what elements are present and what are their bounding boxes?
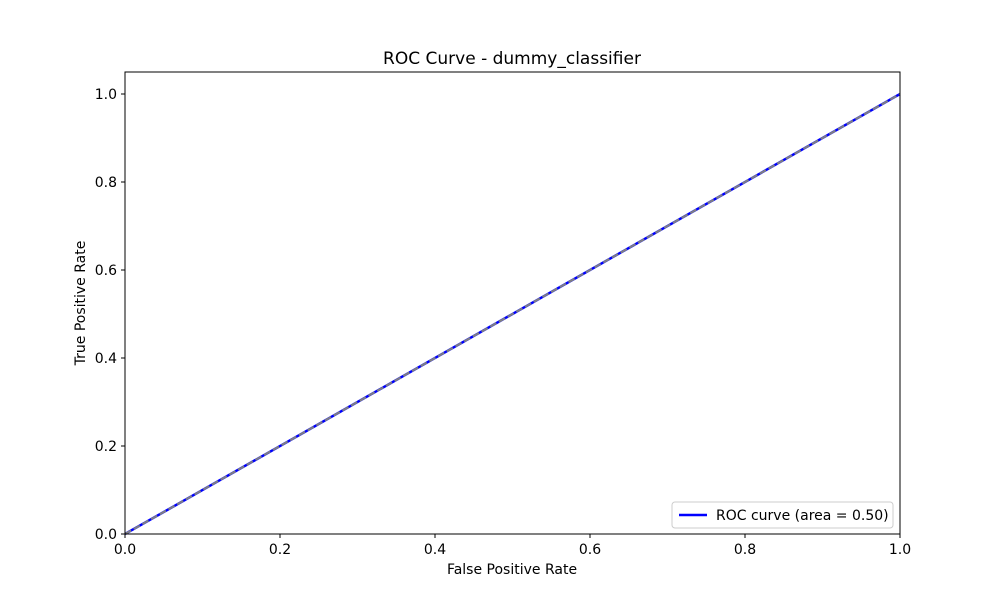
y-axis-label: True Positive Rate: [73, 241, 89, 367]
legend-box: [671, 501, 894, 529]
y-tick-label: 0.4: [95, 351, 117, 367]
reference-diagonal-line: [124, 93, 901, 535]
legend-entry-label: ROC curve (area = 0.50): [716, 508, 889, 524]
x-tick-label: 0.2: [269, 542, 291, 558]
y-tick-label: 0.2: [95, 439, 117, 455]
chart-title: ROC Curve - dummy_classifier: [383, 49, 641, 69]
y-tick-label: 0.6: [95, 263, 117, 279]
y-tick-label: 1.0: [95, 87, 117, 103]
x-tick-label: 0.0: [114, 542, 136, 558]
y-tick-label: 0.8: [95, 175, 117, 191]
series-layer: [124, 92, 901, 536]
y-tick-label: 0.0: [95, 527, 117, 543]
x-tick-label: 0.8: [734, 542, 756, 558]
plot-area: [125, 72, 900, 534]
x-tick-label: 0.6: [579, 542, 601, 558]
x-axis-ticks: 0.0 0.2 0.4 0.6 0.8 1.0: [114, 534, 911, 558]
plot-frame: [124, 71, 901, 535]
legend: ROC curve (area = 0.50): [671, 501, 894, 529]
y-axis-ticks: 0.0 0.2 0.4 0.6 0.8 1.0: [95, 87, 125, 543]
x-axis-label: False Positive Rate: [447, 562, 577, 578]
x-tick-label: 1.0: [889, 542, 911, 558]
x-tick-label: 0.4: [424, 542, 446, 558]
